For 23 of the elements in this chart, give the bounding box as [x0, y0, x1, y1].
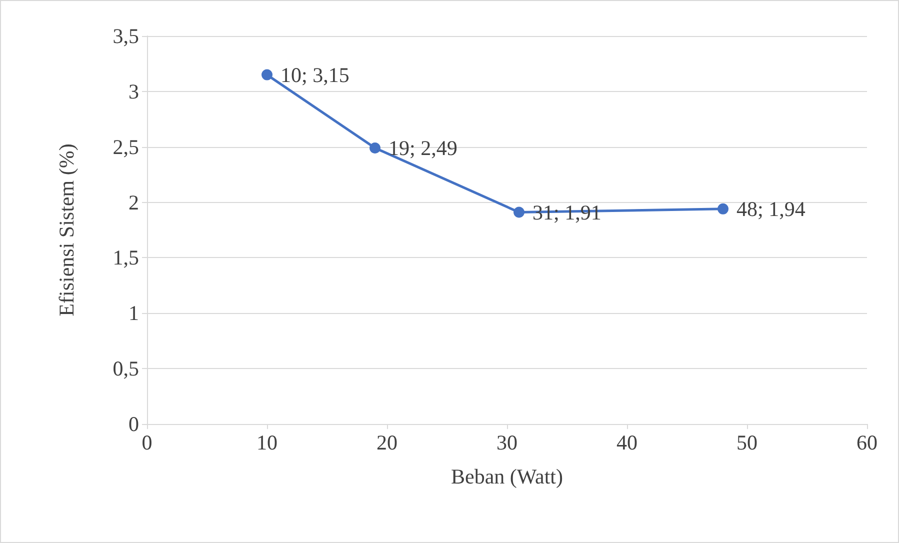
x-tick-label: 30: [496, 430, 518, 454]
x-tick-label: 60: [856, 430, 878, 454]
y-tick-label: 1: [128, 301, 139, 326]
y-axis-title: Efisiensi Sistem (%): [54, 144, 78, 316]
data-label: 10; 3,15: [280, 62, 350, 87]
x-axis-title: Beban (Watt): [450, 464, 564, 488]
point: [370, 142, 380, 154]
data-label: 19; 2,49: [388, 136, 458, 160]
y-tick-label: 2,5: [112, 134, 139, 159]
point: [718, 203, 728, 214]
data-label: 48; 1,94: [736, 196, 806, 221]
point: [262, 69, 272, 80]
y-tick-label: 0: [128, 412, 139, 436]
y-tick-label: 2: [128, 190, 139, 214]
y-tick-label: 3: [128, 79, 139, 104]
y-tick-label: 0,5: [112, 356, 139, 381]
x-tick-label: 40: [616, 430, 638, 454]
x-tick-label: 20: [376, 430, 398, 454]
point: [514, 206, 524, 218]
x-tick-label: 50: [736, 430, 758, 454]
y-tick-label: 3,5: [112, 24, 139, 48]
x-tick-label: 10: [256, 430, 278, 454]
y-tick-label: 1,5: [112, 246, 139, 270]
